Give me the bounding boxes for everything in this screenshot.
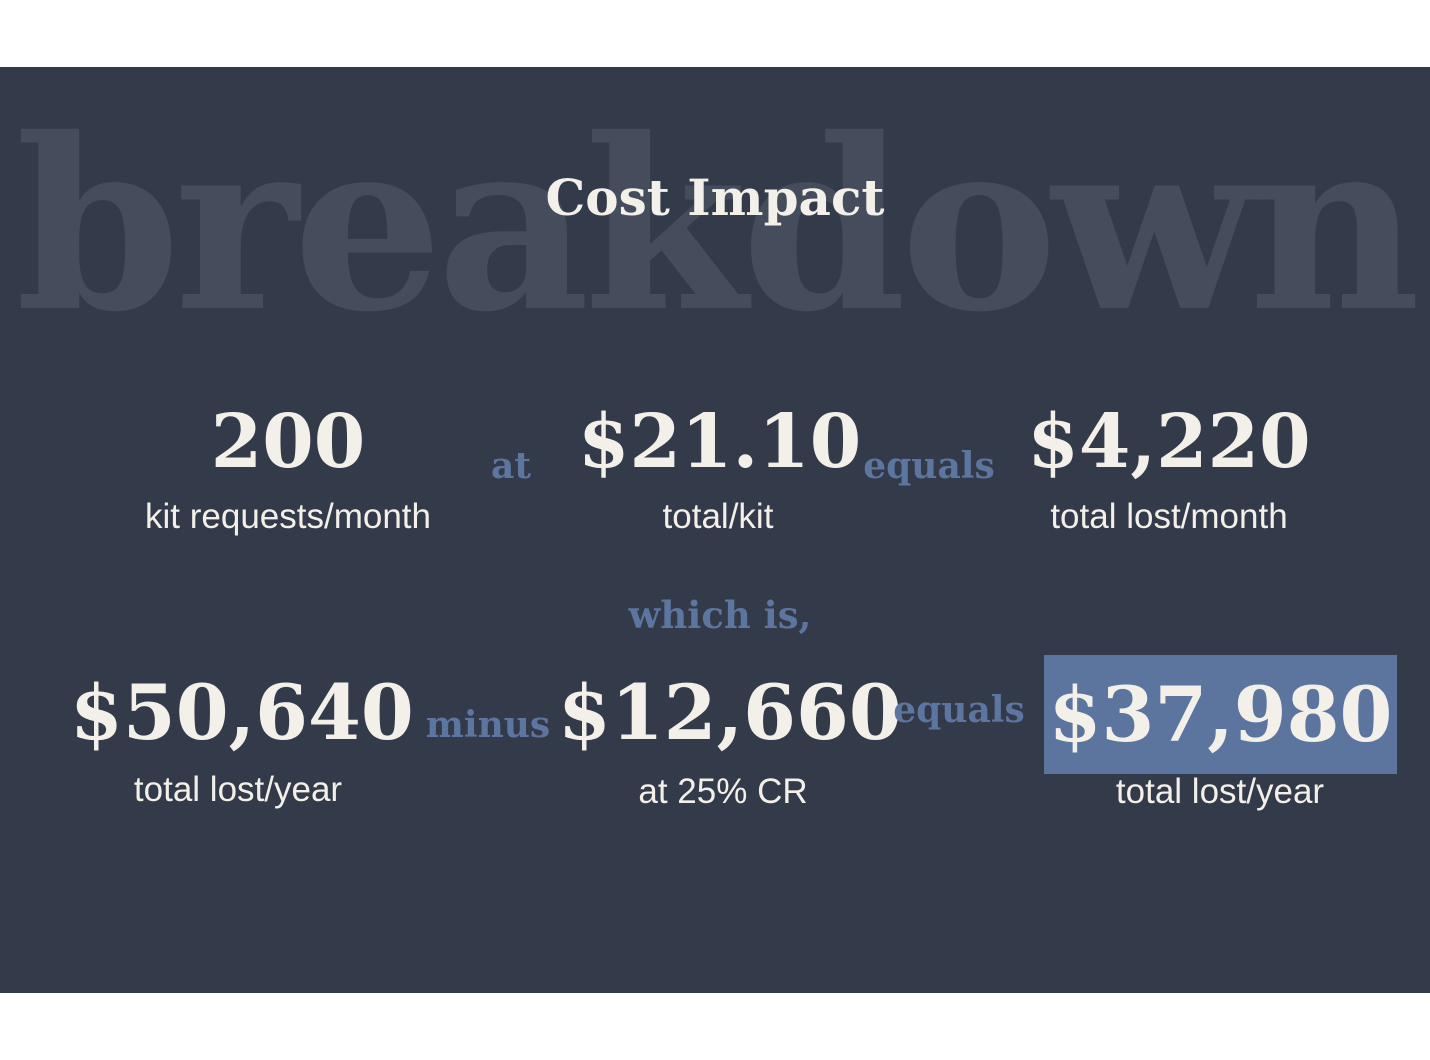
kit-requests-label: kit requests/month: [145, 497, 431, 536]
kit-requests-value: 200: [210, 399, 366, 485]
net-lost-label: total lost/year: [1115, 772, 1325, 811]
watermark-text: breakdown: [15, 86, 1420, 364]
connector-minus: minus: [425, 704, 551, 746]
connector-equals-2: equals: [893, 689, 1025, 731]
slide-panel: breakdown Cost Impact 200 kit requests/m…: [0, 67, 1430, 993]
recovered-value: $12,660: [558, 668, 902, 757]
transition-text: which is,: [628, 593, 812, 637]
recovered-label: at 25% CR: [638, 772, 808, 811]
per-kit-value: $21.10: [578, 399, 862, 485]
per-kit-label: total/kit: [662, 497, 774, 536]
monthly-lost-label: total lost/month: [1050, 497, 1288, 536]
yearly-lost-value: $50,640: [70, 668, 414, 757]
connector-at: at: [491, 445, 531, 487]
net-lost-value: $37,980: [1048, 670, 1393, 759]
connector-equals-1: equals: [863, 445, 995, 487]
net-lost-highlight-box: [1044, 655, 1397, 774]
monthly-lost-value: $4,220: [1027, 399, 1311, 485]
slide-title: Cost Impact: [545, 168, 885, 227]
yearly-lost-label: total lost/year: [133, 770, 343, 809]
